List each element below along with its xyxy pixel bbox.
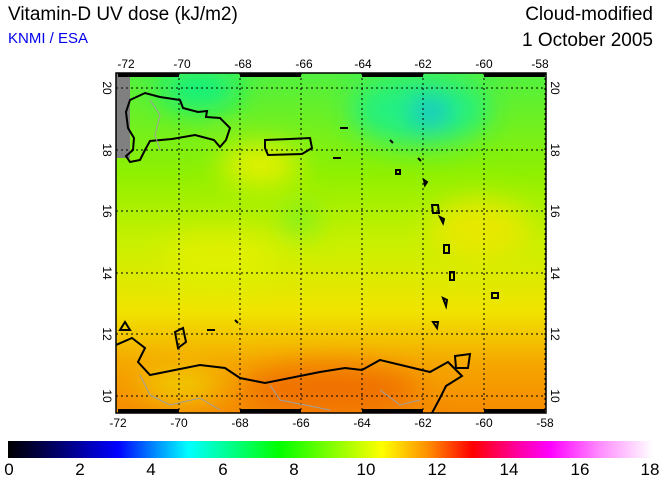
lat-tick-left: 20 [100,81,114,95]
colorbar-tick: 4 [146,460,156,479]
lat-tick-right: 12 [548,327,562,341]
lat-tick-right: 16 [548,204,562,218]
lon-tick-top: -70 [173,57,191,71]
map-title: Vitamin-D UV dose (kJ/m2) [8,4,238,25]
credit-label: KNMI / ESA [8,30,89,47]
lat-tick-left: 10 [100,389,114,403]
colorbar-tick: 12 [427,460,447,479]
borders [139,99,421,411]
colorbar-tick: 0 [4,460,14,479]
lon-tick-bottom: -66 [292,416,310,430]
colorbar [8,441,653,458]
colorbar-tick: 8 [289,460,299,479]
lon-tick-bottom: -58 [536,416,554,430]
date-label: 1 October 2005 [522,30,653,51]
uv-field [116,73,546,413]
lon-tick-top: -62 [414,57,432,71]
no-data-area [116,73,130,158]
frame-scale-bars [118,73,545,413]
colorbar-tick: 10 [356,460,376,479]
lat-tick-left: 16 [100,204,114,218]
lon-tick-top: -60 [475,57,493,71]
lon-tick-bottom: -62 [414,416,432,430]
lon-tick-top: -68 [234,57,252,71]
graticule [116,73,546,413]
lon-tick-bottom: -64 [353,416,371,430]
lon-tick-bottom: -72 [109,416,127,430]
lat-tick-right: 10 [548,389,562,403]
product-label: Cloud-modified [525,4,653,25]
map-frame [115,72,547,414]
lon-tick-bottom: -70 [170,416,188,430]
lat-tick-right: 20 [548,81,562,95]
lat-tick-right: 14 [548,266,562,280]
colorbar-tick: 14 [499,460,519,479]
colorbar-tick: 2 [75,460,85,479]
lon-tick-bottom: -68 [231,416,249,430]
colorbar-tick: 18 [640,460,660,479]
lon-tick-top: -72 [117,57,135,71]
lon-tick-top: -66 [295,57,313,71]
lat-tick-left: 12 [100,327,114,341]
coastlines [116,91,499,413]
lon-tick-bottom: -60 [475,416,493,430]
colorbar-tick: 16 [570,460,590,479]
lat-tick-left: 14 [100,266,114,280]
colorbar-tick: 6 [218,460,228,479]
lat-tick-right: 18 [548,143,562,157]
lat-tick-left: 18 [100,143,114,157]
lon-tick-top: -64 [354,57,372,71]
lon-tick-top: -58 [531,57,549,71]
